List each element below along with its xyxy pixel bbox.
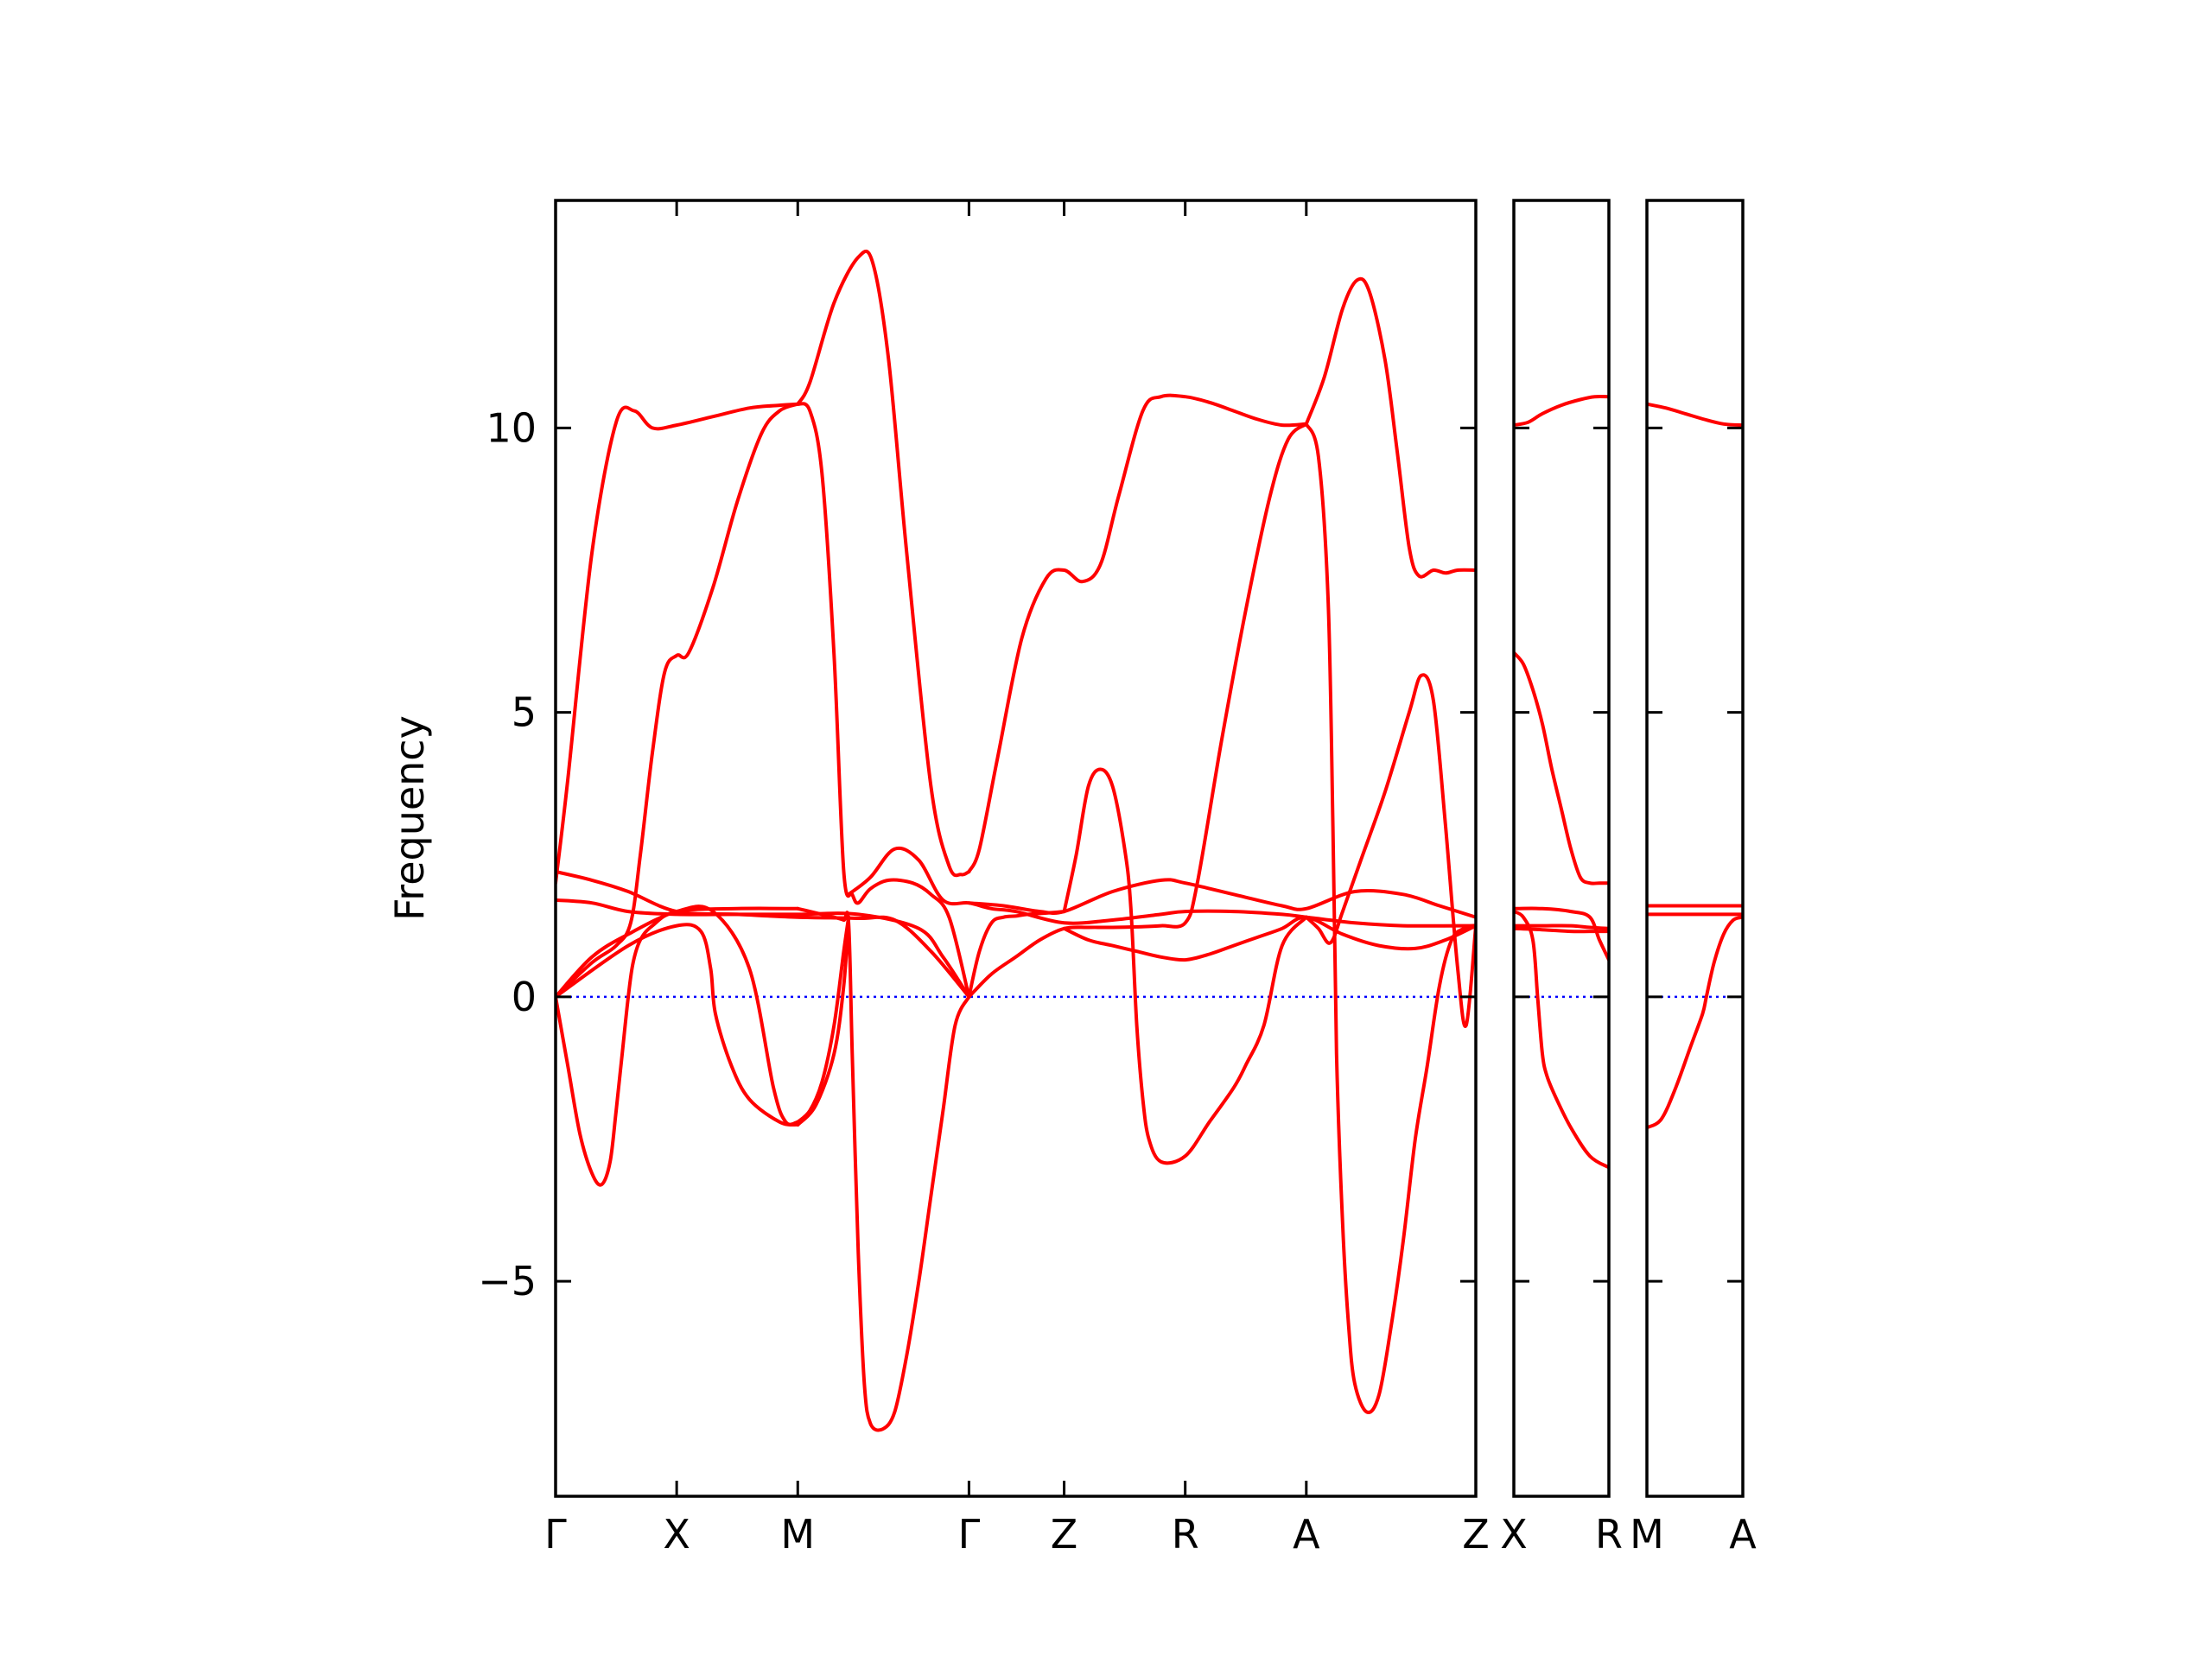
band-line-12 — [1062, 767, 1308, 1165]
band-line-3 — [1514, 910, 1609, 1170]
x-tick-label: M — [1630, 1511, 1664, 1558]
y-tick-label: 5 — [512, 689, 537, 736]
band-line-7 — [967, 422, 1308, 999]
band-line-9 — [556, 906, 800, 1187]
panel-main: −5 0 5 10 Γ X M Γ Z R A Z — [478, 199, 1490, 1558]
band-line-16 — [556, 923, 800, 1127]
band-line-21 — [967, 878, 1476, 919]
band-line-6 — [796, 402, 971, 999]
band-line-4 — [1647, 915, 1743, 1130]
band-line-14 — [556, 904, 800, 1127]
x-tick-label: R — [1595, 1511, 1623, 1558]
panel-ma-bands — [1647, 402, 1743, 1130]
band-line-20 — [847, 846, 1476, 928]
band-line-19 — [556, 898, 971, 999]
band-line-6 — [1514, 926, 1609, 934]
x-tick-label: R — [1172, 1511, 1199, 1558]
y-tick-label: −5 — [478, 1258, 537, 1304]
band-line-8 — [1304, 422, 1476, 1414]
band-line-22 — [1062, 915, 1476, 962]
panel-xr-frame — [1512, 199, 1611, 1498]
band-line-15 — [796, 915, 851, 1124]
x-tick-label: Γ — [544, 1511, 567, 1558]
x-tick-label: X — [1500, 1511, 1528, 1558]
x-tick-label: Γ — [958, 1511, 981, 1558]
band-line-1 — [1514, 394, 1609, 428]
band-line-2 — [1514, 651, 1609, 885]
panel-ma-frame — [1645, 199, 1745, 1498]
y-tick-label: 0 — [512, 974, 537, 1020]
x-tick-label: M — [780, 1511, 815, 1558]
x-tick-label: A — [1293, 1511, 1320, 1558]
band-line-4 — [1304, 276, 1476, 579]
band-line-10 — [796, 906, 971, 1432]
band-line-5 — [556, 402, 800, 999]
y-tick-label: 10 — [486, 404, 537, 451]
panel-main-frame — [554, 199, 1478, 1498]
band-line-5 — [1514, 924, 1609, 930]
x-tick-label: A — [1729, 1511, 1757, 1558]
band-line-17 — [796, 915, 851, 1127]
band-line-1 — [1647, 402, 1743, 428]
y-axis-label: Frequency — [386, 715, 433, 921]
band-line-18 — [556, 870, 971, 999]
x-tick-label: X — [663, 1511, 690, 1558]
band-line-2 — [796, 249, 971, 878]
band-line-13 — [1304, 673, 1476, 1028]
x-tick-label: Z — [1051, 1511, 1078, 1558]
band-line-1 — [556, 402, 800, 885]
panel-main-bands — [556, 249, 1476, 1432]
band-line-4 — [1514, 906, 1609, 962]
panel-xr-bands — [1514, 394, 1609, 1170]
band-line-3 — [967, 393, 1308, 873]
x-tick-label: Z — [1462, 1511, 1490, 1558]
